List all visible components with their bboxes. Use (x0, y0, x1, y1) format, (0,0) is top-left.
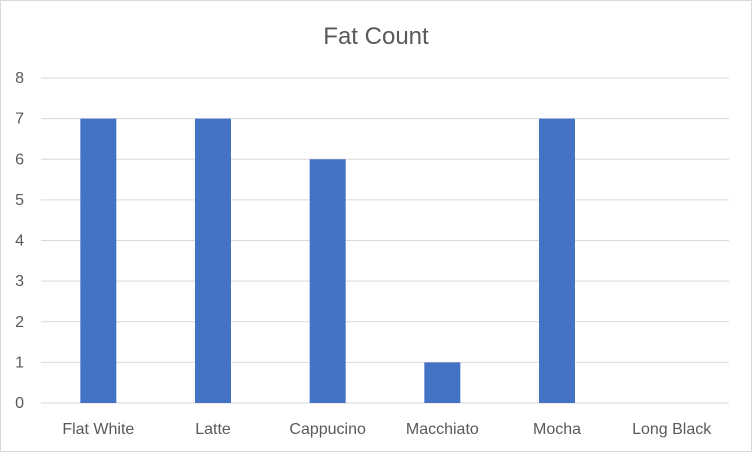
y-axis-ticks: 0 1 2 3 4 5 6 7 8 (15, 70, 24, 412)
y-tick-label: 2 (15, 314, 24, 331)
x-tick-label: Long Black (632, 421, 712, 438)
x-tick-label: Macchiato (406, 421, 479, 438)
y-tick-label: 0 (15, 395, 24, 412)
y-tick-label: 8 (15, 70, 24, 87)
x-tick-label: Flat White (62, 421, 134, 438)
y-tick-label: 5 (15, 192, 24, 209)
bar-flat-white (80, 118, 117, 403)
x-axis-ticks: Flat White Latte Cappucino Macchiato Mocha Lo… (62, 421, 712, 438)
x-tick-label: Cappucino (289, 421, 366, 438)
bar-cappucino (309, 159, 346, 403)
x-tick-label: Latte (195, 421, 231, 438)
y-tick-label: 3 (15, 273, 24, 290)
x-tick-label: Mocha (533, 421, 581, 438)
y-tick-label: 7 (15, 111, 24, 128)
y-tick-label: 4 (15, 233, 24, 250)
y-tick-label: 6 (15, 151, 24, 168)
bar-latte (195, 118, 231, 403)
bars (80, 118, 575, 403)
y-tick-label: 1 (15, 354, 24, 371)
gridlines (41, 77, 729, 404)
bar-mocha (539, 118, 575, 403)
bar-macchiato (424, 362, 461, 403)
chart-title: Fat Count (323, 23, 429, 50)
